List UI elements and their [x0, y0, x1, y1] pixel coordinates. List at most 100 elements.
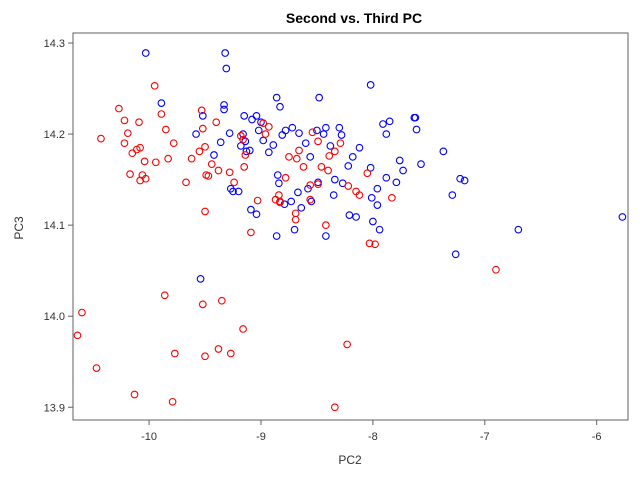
data-point-series-2: [281, 173, 290, 182]
data-point-series-2: [261, 130, 270, 138]
data-point-series-1: [272, 232, 281, 240]
data-point-series-2: [371, 240, 379, 249]
data-point-series-1: [254, 126, 263, 135]
data-point-series-1: [288, 123, 297, 132]
data-point-series-2: [225, 168, 234, 177]
data-point-series-1: [355, 143, 364, 152]
data-point-series-1: [392, 178, 401, 187]
data-point-series-2: [97, 134, 105, 143]
data-point-series-1: [220, 101, 228, 109]
data-point-series-1: [330, 175, 339, 184]
x-tick-label: -9: [256, 431, 266, 443]
data-point-series-1: [273, 171, 282, 179]
chart-title: Second vs. Third PC: [286, 10, 422, 26]
data-point-series-2: [241, 151, 250, 159]
data-point-series-2: [201, 352, 209, 361]
data-point-series-1: [326, 142, 335, 150]
data-point-series-2: [198, 300, 207, 309]
data-point-series-1: [307, 197, 316, 206]
data-point-series-2: [150, 81, 159, 90]
data-point-series-1: [281, 126, 290, 135]
data-point-series-1: [198, 112, 207, 120]
data-point-series-1: [141, 49, 150, 57]
x-tick-label: -6: [592, 431, 602, 443]
y-tick-label: 14.1: [44, 220, 65, 232]
data-point-series-2: [198, 124, 207, 133]
data-point-series-2: [157, 110, 166, 118]
data-point-series-1: [192, 130, 200, 138]
data-point-series-1: [352, 213, 360, 221]
data-point-series-1: [245, 146, 254, 155]
data-point-series-1: [367, 193, 376, 202]
data-point-series-1: [297, 203, 306, 212]
data-point-series-1: [460, 176, 469, 185]
data-point-series-2: [330, 403, 339, 412]
data-point-series-2: [299, 163, 308, 171]
y-tick-label: 14.2: [44, 129, 65, 141]
data-point-series-1: [210, 151, 218, 159]
data-point-series-2: [212, 118, 221, 127]
data-point-series-1: [248, 115, 256, 124]
data-point-series-2: [170, 349, 179, 358]
data-point-series-1: [252, 210, 261, 219]
data-point-series-2: [217, 296, 226, 305]
data-point-series-1: [382, 173, 391, 182]
data-point-series-1: [278, 131, 287, 139]
data-point-series-1: [322, 123, 330, 132]
data-point-series-2: [126, 170, 134, 178]
data-point-series-1: [514, 225, 523, 234]
data-point-series-2: [92, 364, 101, 372]
data-point-series-2: [308, 128, 317, 137]
data-point-series-1: [315, 93, 324, 102]
data-point-series-2: [204, 172, 213, 180]
data-point-series-1: [306, 152, 315, 161]
data-point-series-2: [128, 149, 137, 158]
data-point-series-2: [182, 178, 190, 187]
data-point-series-1: [222, 64, 231, 73]
data-point-series-1: [225, 129, 234, 138]
data-point-series-2: [207, 160, 216, 168]
data-point-series-2: [259, 119, 268, 127]
data-point-series-2: [343, 340, 351, 349]
data-point-series-1: [290, 225, 299, 234]
data-point-series-1: [329, 191, 338, 199]
data-point-series-2: [140, 157, 149, 166]
data-point-series-1: [411, 113, 420, 122]
data-point-series-1: [439, 147, 448, 156]
x-tick-label: -7: [480, 431, 490, 443]
x-tick-label: -8: [368, 431, 378, 443]
data-point-series-2: [239, 325, 247, 333]
data-point-series-2: [325, 152, 334, 160]
data-point-series-2: [344, 182, 353, 190]
data-point-series-2: [317, 163, 326, 171]
data-point-series-2: [292, 154, 301, 163]
data-point-series-2: [168, 397, 177, 406]
data-point-series-2: [123, 129, 132, 138]
data-point-series-1: [295, 129, 303, 138]
y-axis-ticks: 13.9 14.0 14.1 14.2 14.3: [44, 38, 73, 414]
data-point-series-2: [115, 104, 123, 113]
data-point-series-1: [294, 188, 302, 197]
data-point-series-1: [456, 174, 465, 183]
data-point-series-1: [269, 141, 278, 149]
data-point-series-2: [355, 191, 364, 199]
data-point-series-2: [291, 215, 300, 224]
data-point-series-1: [229, 187, 237, 196]
data-point-series-1: [241, 137, 250, 146]
data-point-series-2: [187, 154, 196, 163]
data-point-series-2: [388, 193, 396, 202]
data-point-series-2: [162, 125, 170, 134]
data-points: [73, 49, 627, 412]
data-point-series-2: [295, 146, 303, 155]
data-point-series-1: [399, 166, 407, 175]
data-point-series-1: [252, 112, 261, 120]
data-point-series-1: [345, 211, 354, 219]
data-point-series-1: [221, 49, 230, 57]
data-point-series-1: [242, 147, 251, 156]
data-point-series-2: [264, 122, 273, 131]
data-point-series-1: [264, 148, 273, 157]
data-point-series-2: [324, 166, 332, 175]
data-point-series-2: [151, 158, 160, 167]
data-point-series-2: [247, 228, 255, 237]
